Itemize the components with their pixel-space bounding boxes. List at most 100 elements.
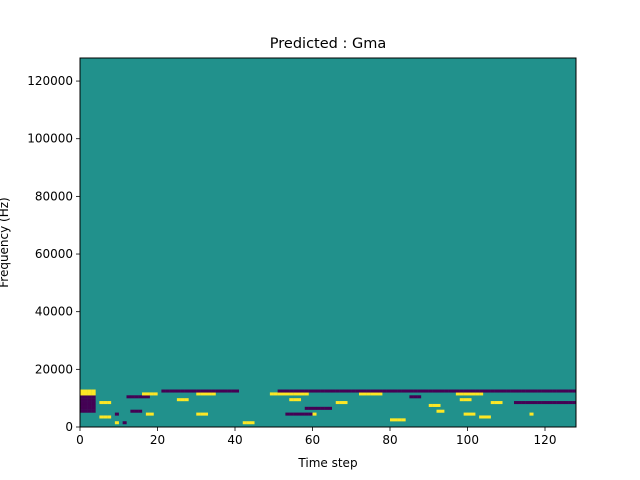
high-cell [269, 392, 274, 396]
high-cell [273, 392, 278, 396]
low-cell [424, 389, 429, 393]
low-cell [87, 398, 92, 402]
low-cell [355, 389, 360, 393]
low-cell [293, 412, 298, 416]
low-cell [366, 389, 371, 393]
low-cell [293, 389, 298, 393]
x-tick-label: 20 [150, 433, 165, 447]
low-cell [362, 389, 367, 393]
high-cell [107, 415, 112, 419]
high-cell [432, 403, 437, 407]
low-cell [83, 398, 88, 402]
high-cell [374, 392, 379, 396]
high-cell [196, 412, 201, 416]
low-cell [440, 389, 445, 393]
low-cell [165, 389, 170, 393]
low-cell [219, 389, 224, 393]
x-tick-label: 80 [382, 433, 397, 447]
low-cell [91, 395, 96, 399]
low-cell [537, 401, 542, 405]
high-cell [246, 421, 251, 425]
low-cell [494, 389, 499, 393]
high-cell [343, 401, 348, 405]
low-cell [409, 395, 414, 399]
low-cell [328, 406, 333, 410]
low-cell [560, 401, 565, 405]
high-cell [529, 412, 534, 416]
low-cell [91, 401, 96, 405]
y-tick-label: 40000 [35, 305, 73, 319]
high-cell [200, 412, 205, 416]
low-cell [413, 389, 418, 393]
high-cell [99, 401, 104, 405]
low-cell [498, 389, 503, 393]
high-cell [207, 392, 212, 396]
high-cell [494, 401, 499, 405]
low-cell [564, 389, 569, 393]
low-cell [83, 403, 88, 407]
high-cell [285, 392, 290, 396]
low-cell [80, 398, 85, 402]
low-cell [297, 412, 302, 416]
low-cell [312, 406, 317, 410]
x-tick-label: 40 [227, 433, 242, 447]
high-cell [176, 398, 181, 402]
x-axis-ticks: 0 20 40 60 80 100 120 [76, 427, 556, 447]
low-cell [300, 412, 305, 416]
low-cell [289, 389, 294, 393]
heatmap-cells [80, 389, 577, 425]
high-cell [211, 392, 216, 396]
high-cell [297, 392, 302, 396]
low-cell [87, 401, 92, 405]
high-cell [293, 392, 298, 396]
x-tick-label: 0 [76, 433, 84, 447]
low-cell [324, 389, 329, 393]
low-cell [91, 406, 96, 410]
high-cell [471, 392, 476, 396]
y-tick-label: 20000 [35, 362, 73, 376]
low-cell [545, 389, 550, 393]
low-cell [556, 401, 561, 405]
low-cell [308, 406, 313, 410]
low-cell [510, 389, 515, 393]
low-cell [83, 409, 88, 413]
high-cell [297, 398, 302, 402]
low-cell [444, 389, 449, 393]
high-cell [390, 418, 395, 422]
low-cell [409, 389, 414, 393]
low-cell [517, 389, 522, 393]
low-cell [114, 412, 119, 416]
low-cell [83, 395, 88, 399]
low-cell [83, 401, 88, 405]
high-cell [475, 392, 480, 396]
high-cell [335, 401, 340, 405]
low-cell [390, 389, 395, 393]
plot-background [80, 58, 576, 427]
high-cell [149, 412, 154, 416]
low-cell [80, 401, 85, 405]
low-cell [467, 389, 472, 393]
low-cell [320, 406, 325, 410]
y-axis-label: Frequency (Hz) [0, 197, 11, 288]
low-cell [514, 401, 519, 405]
low-cell [235, 389, 240, 393]
low-cell [421, 389, 426, 393]
low-cell [161, 389, 166, 393]
high-cell [196, 392, 201, 396]
low-cell [204, 389, 209, 393]
high-cell [180, 398, 185, 402]
low-cell [359, 389, 364, 393]
high-cell [242, 421, 247, 425]
high-cell [250, 421, 255, 425]
low-cell [413, 395, 418, 399]
low-cell [126, 395, 131, 399]
low-cell [490, 389, 495, 393]
low-cell [227, 389, 232, 393]
high-cell [289, 398, 294, 402]
y-axis-ticks: 0 20000 40000 60000 80000 100000 120000 [27, 74, 80, 434]
low-cell [506, 389, 511, 393]
low-cell [533, 389, 538, 393]
low-cell [386, 389, 391, 393]
low-cell [432, 389, 437, 393]
